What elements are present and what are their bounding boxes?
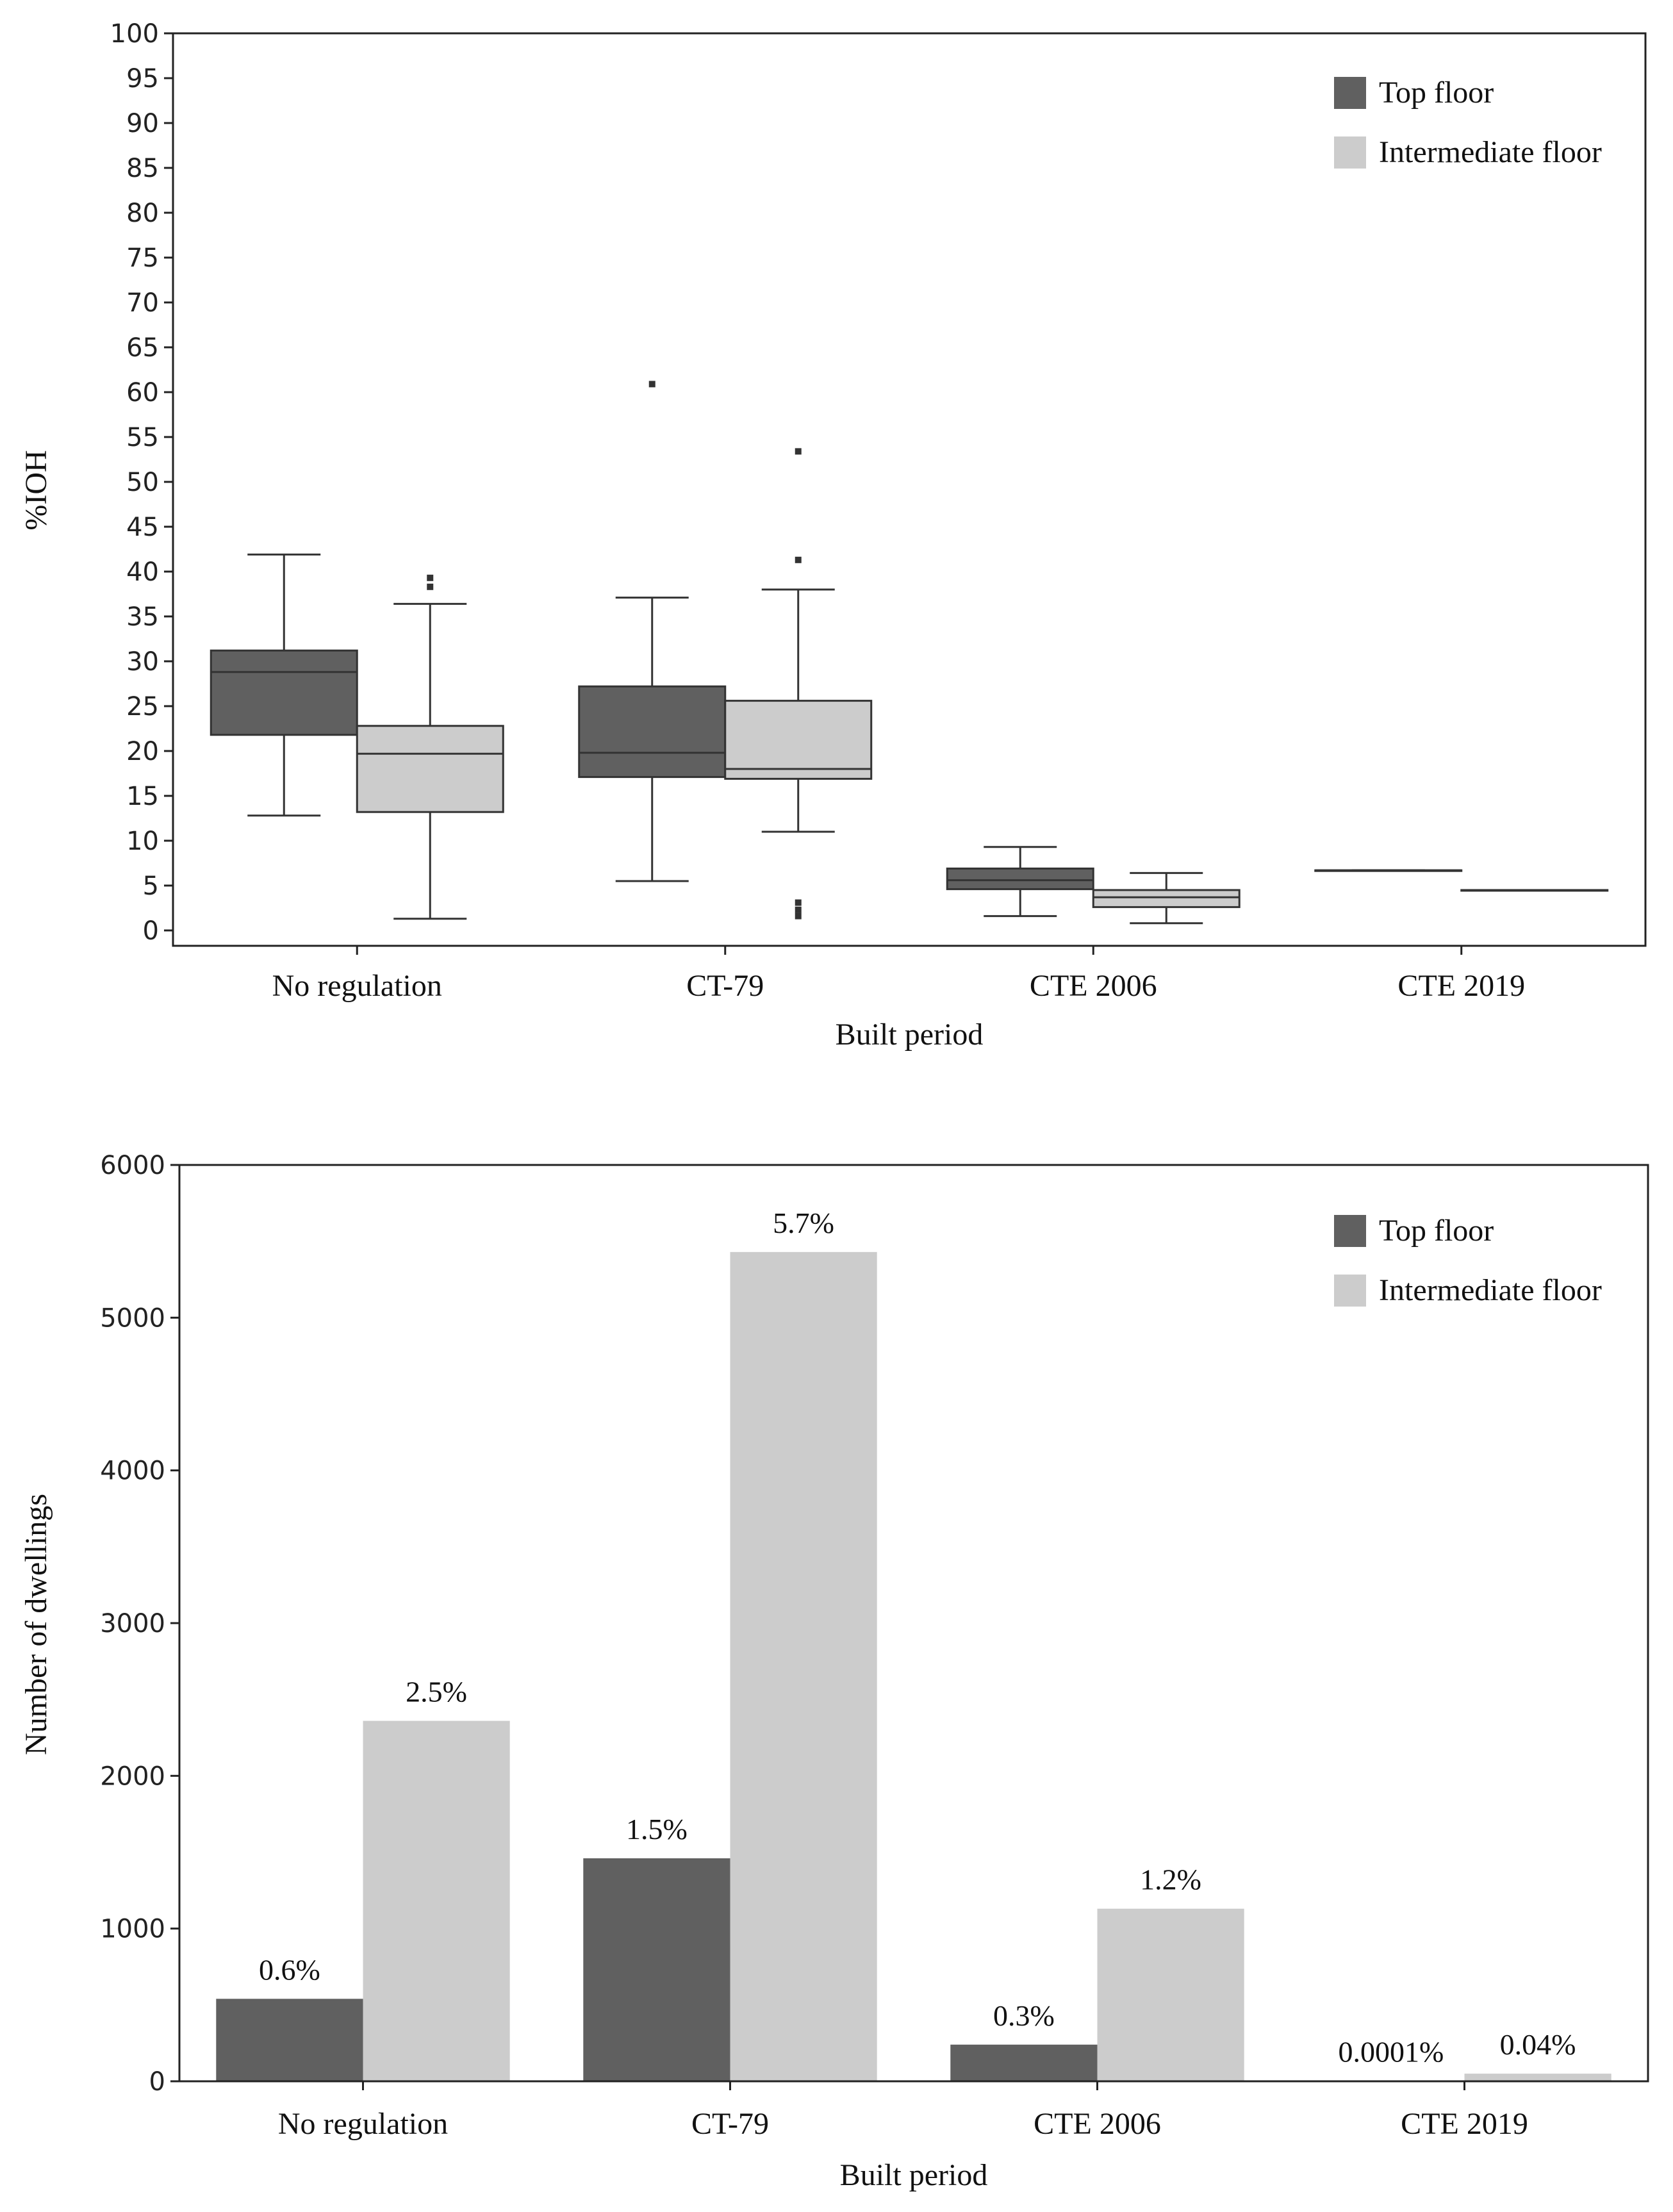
boxplot-marks — [210, 381, 1609, 925]
barchart-x-tick-label: CT-79 — [691, 2107, 769, 2141]
bar-value-label: 0.04% — [1500, 2028, 1576, 2061]
box-outlier — [427, 583, 434, 590]
boxplot-y-tick-label: 65 — [126, 333, 159, 363]
box-iqr — [946, 867, 1094, 891]
bar-top-2 — [950, 2044, 1098, 2081]
boxplot-y-tick-label: 45 — [126, 513, 159, 542]
barchart-legend-label-top: Top floor — [1379, 1214, 1494, 1248]
box-top-2 — [946, 846, 1094, 918]
boxplot-y-tick-label: 100 — [110, 19, 159, 49]
bar-intermediate-0 — [363, 1721, 510, 2081]
boxplot-frame — [172, 32, 1647, 947]
boxplot-y-tick-label: 40 — [126, 557, 159, 587]
barchart-marks: 0.6% 1.5% 0.3% 0.0001% 2.5% 5.7% 1.2% 0.04% — [216, 1207, 1611, 2081]
boxplot-y-tick-label: 85 — [126, 154, 159, 183]
barchart-legend-swatch-top — [1334, 1215, 1366, 1247]
bar-value-label: 1.2% — [1140, 1863, 1201, 1896]
box-intermediate-0 — [356, 574, 504, 920]
barchart-legend-swatch-intermediate — [1334, 1275, 1366, 1307]
boxplot-y-tick-label: 15 — [126, 782, 159, 811]
boxplot-y-tick-label: 10 — [126, 827, 159, 856]
box-outlier — [795, 906, 802, 913]
boxplot-y-tick-label: 35 — [126, 602, 159, 632]
barchart-y-tick-label: 1000 — [100, 1915, 165, 1944]
boxplot-legend-swatch-intermediate — [1334, 136, 1366, 169]
boxplot-y-tick-label: 95 — [126, 64, 159, 94]
boxplot-x-ticks: No regulation CT-79 CTE 2006 CTE 2019 — [272, 946, 1525, 1003]
box-intermediate-3 — [1460, 889, 1609, 892]
boxplot-x-tick-label: CTE 2006 — [1030, 969, 1157, 1003]
barchart-legend: Top floor Intermediate floor — [1334, 1214, 1602, 1307]
barchart-y-tick-label: 3000 — [100, 1609, 165, 1638]
boxplot-y-tick-label: 80 — [126, 199, 159, 228]
barchart-frame — [178, 1164, 1649, 2083]
box-iqr — [578, 685, 727, 779]
bar-value-label: 2.5% — [406, 1676, 467, 1708]
bar-top-1 — [583, 1858, 730, 2081]
box-outlier — [795, 912, 802, 920]
boxplot-panel: 0 5 10 15 20 25 30 35 40 45 50 55 60 65 70 75 80 85 90 95 10… — [19, 19, 1647, 1052]
barchart-legend-label-intermediate: Intermediate floor — [1379, 1273, 1602, 1307]
bar-value-label: 0.6% — [259, 1953, 320, 1986]
boxplot-x-tick-label: CT-79 — [686, 969, 764, 1003]
box-outlier — [648, 381, 655, 388]
box-iqr — [356, 725, 504, 813]
box-outlier — [427, 574, 434, 581]
box-top-0 — [210, 553, 358, 817]
boxplot-y-tick-label: 20 — [126, 737, 159, 766]
box-intermediate-2 — [1092, 871, 1240, 925]
box-outlier — [795, 556, 802, 563]
boxplot-y-tick-label: 60 — [126, 378, 159, 408]
boxplot-legend-label-intermediate: Intermediate floor — [1379, 135, 1602, 169]
bar-intermediate-2 — [1097, 1908, 1244, 2081]
boxplot-y-tick-label: 5 — [143, 871, 159, 901]
boxplot-legend-label-top: Top floor — [1379, 76, 1494, 110]
box-outlier — [795, 448, 802, 455]
boxplot-y-ticks: 0 5 10 15 20 25 30 35 40 45 50 55 60 65 70 75 80 85 90 95 10… — [110, 19, 173, 946]
bar-intermediate-1 — [730, 1251, 877, 2081]
bar-value-label: 1.5% — [626, 1813, 688, 1845]
boxplot-y-axis-label: %IOH — [19, 450, 53, 530]
bar-value-label: 5.7% — [773, 1207, 834, 1239]
barchart-y-tick-label: 0 — [149, 2067, 165, 2097]
boxplot-legend-swatch-top — [1334, 77, 1366, 109]
barchart-y-tick-label: 5000 — [100, 1303, 165, 1333]
boxplot-y-tick-label: 70 — [126, 288, 159, 318]
boxplot-y-tick-label: 25 — [126, 692, 159, 722]
boxplot-x-tick-label: No regulation — [272, 969, 442, 1003]
box-outlier — [795, 899, 802, 906]
boxplot-y-tick-label: 50 — [126, 468, 159, 497]
barchart-y-ticks: 0 1000 2000 3000 4000 5000 6000 — [100, 1151, 179, 2097]
box-top-1 — [578, 381, 727, 882]
boxplot-legend: Top floor Intermediate floor — [1334, 76, 1602, 169]
boxplot-y-tick-label: 0 — [143, 916, 159, 946]
bar-value-label: 0.3% — [993, 1999, 1055, 2032]
box-iqr — [210, 649, 358, 736]
barchart-x-tick-label: No regulation — [278, 2107, 448, 2141]
barchart-y-tick-label: 4000 — [100, 1457, 165, 1486]
box-iqr — [724, 700, 873, 780]
barchart-x-tick-label: CTE 2006 — [1034, 2107, 1161, 2141]
bar-intermediate-3 — [1464, 2074, 1611, 2081]
boxplot-y-tick-label: 55 — [126, 423, 159, 452]
barchart-y-axis-label: Number of dwellings — [19, 1494, 53, 1755]
barchart-y-tick-label: 2000 — [100, 1762, 165, 1791]
bar-top-0 — [216, 1999, 363, 2081]
box-intermediate-1 — [724, 448, 873, 920]
box-iqr — [1092, 889, 1240, 909]
boxplot-x-axis-label: Built period — [836, 1018, 984, 1052]
bar-value-label: 0.0001% — [1338, 2036, 1444, 2068]
boxplot-y-tick-label: 90 — [126, 109, 159, 138]
boxplot-y-tick-label: 30 — [126, 647, 159, 677]
barchart-y-tick-label: 6000 — [100, 1151, 165, 1180]
box-top-3 — [1314, 869, 1463, 872]
barchart-x-tick-label: CTE 2019 — [1401, 2107, 1528, 2141]
boxplot-x-tick-label: CTE 2019 — [1397, 969, 1525, 1003]
boxplot-y-tick-label: 75 — [126, 243, 159, 273]
barchart-x-ticks: No regulation CT-79 CTE 2006 CTE 2019 — [278, 2081, 1528, 2141]
barchart-x-axis-label: Built period — [840, 2158, 988, 2192]
